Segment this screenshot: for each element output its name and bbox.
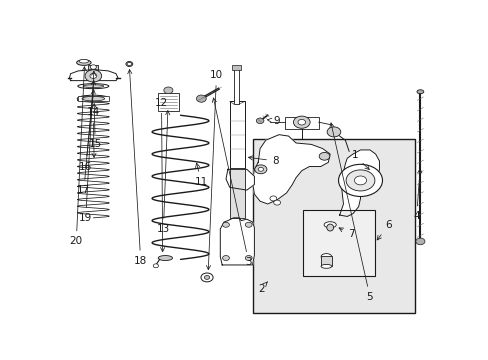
Circle shape	[415, 238, 424, 245]
Circle shape	[297, 120, 305, 125]
Ellipse shape	[83, 85, 103, 87]
Text: 8: 8	[248, 156, 278, 166]
Circle shape	[85, 70, 102, 82]
Ellipse shape	[77, 95, 109, 102]
Circle shape	[326, 127, 340, 137]
Text: 13: 13	[157, 111, 170, 234]
Bar	[321, 256, 331, 266]
Text: 9: 9	[267, 116, 280, 126]
Ellipse shape	[158, 256, 172, 261]
Bar	[302, 210, 374, 276]
Circle shape	[346, 170, 374, 191]
Circle shape	[127, 62, 131, 66]
Circle shape	[256, 118, 264, 123]
Circle shape	[258, 167, 263, 171]
Circle shape	[319, 152, 329, 160]
Circle shape	[354, 176, 366, 185]
Polygon shape	[220, 218, 254, 265]
Bar	[252, 139, 415, 314]
Text: 2: 2	[257, 282, 267, 293]
Circle shape	[90, 65, 96, 69]
Bar	[229, 168, 244, 218]
Text: 1: 1	[351, 150, 368, 170]
Circle shape	[254, 165, 266, 174]
Text: 7: 7	[338, 228, 354, 239]
Text: 11: 11	[194, 163, 207, 187]
Ellipse shape	[324, 222, 336, 228]
Polygon shape	[69, 69, 118, 81]
Ellipse shape	[321, 264, 331, 268]
Ellipse shape	[321, 253, 331, 260]
Bar	[284, 117, 318, 129]
Circle shape	[163, 87, 173, 94]
Ellipse shape	[416, 90, 423, 94]
Text: 3: 3	[212, 98, 251, 267]
Ellipse shape	[79, 59, 88, 63]
Ellipse shape	[82, 96, 104, 101]
Circle shape	[201, 273, 213, 282]
Ellipse shape	[77, 60, 91, 66]
Circle shape	[204, 275, 209, 279]
Text: 20: 20	[70, 67, 86, 246]
Text: 18: 18	[127, 69, 147, 266]
Text: 16: 16	[79, 90, 95, 172]
Bar	[232, 66, 240, 69]
Ellipse shape	[78, 84, 109, 89]
Text: 12: 12	[155, 98, 168, 252]
Circle shape	[153, 264, 158, 268]
Bar	[78, 96, 109, 102]
Circle shape	[273, 200, 280, 205]
Ellipse shape	[326, 224, 333, 231]
Bar	[233, 68, 238, 104]
Text: 15: 15	[88, 104, 102, 149]
Ellipse shape	[126, 62, 132, 67]
Polygon shape	[225, 169, 254, 190]
Circle shape	[90, 73, 97, 78]
Circle shape	[293, 116, 309, 128]
Circle shape	[269, 196, 276, 201]
Bar	[229, 102, 244, 169]
Polygon shape	[252, 135, 329, 204]
Circle shape	[222, 256, 229, 261]
Circle shape	[245, 222, 252, 227]
Text: 5: 5	[329, 123, 372, 302]
Bar	[88, 64, 98, 69]
Polygon shape	[339, 150, 379, 216]
Bar	[158, 93, 178, 111]
Circle shape	[245, 256, 252, 261]
Text: 14: 14	[86, 108, 100, 157]
Text: 6: 6	[376, 220, 391, 240]
Circle shape	[222, 222, 229, 227]
Circle shape	[196, 95, 206, 102]
Text: 10: 10	[206, 70, 223, 270]
Text: 19: 19	[79, 71, 96, 223]
Text: 17: 17	[77, 81, 95, 195]
Text: 4: 4	[412, 169, 421, 221]
Circle shape	[338, 164, 382, 197]
